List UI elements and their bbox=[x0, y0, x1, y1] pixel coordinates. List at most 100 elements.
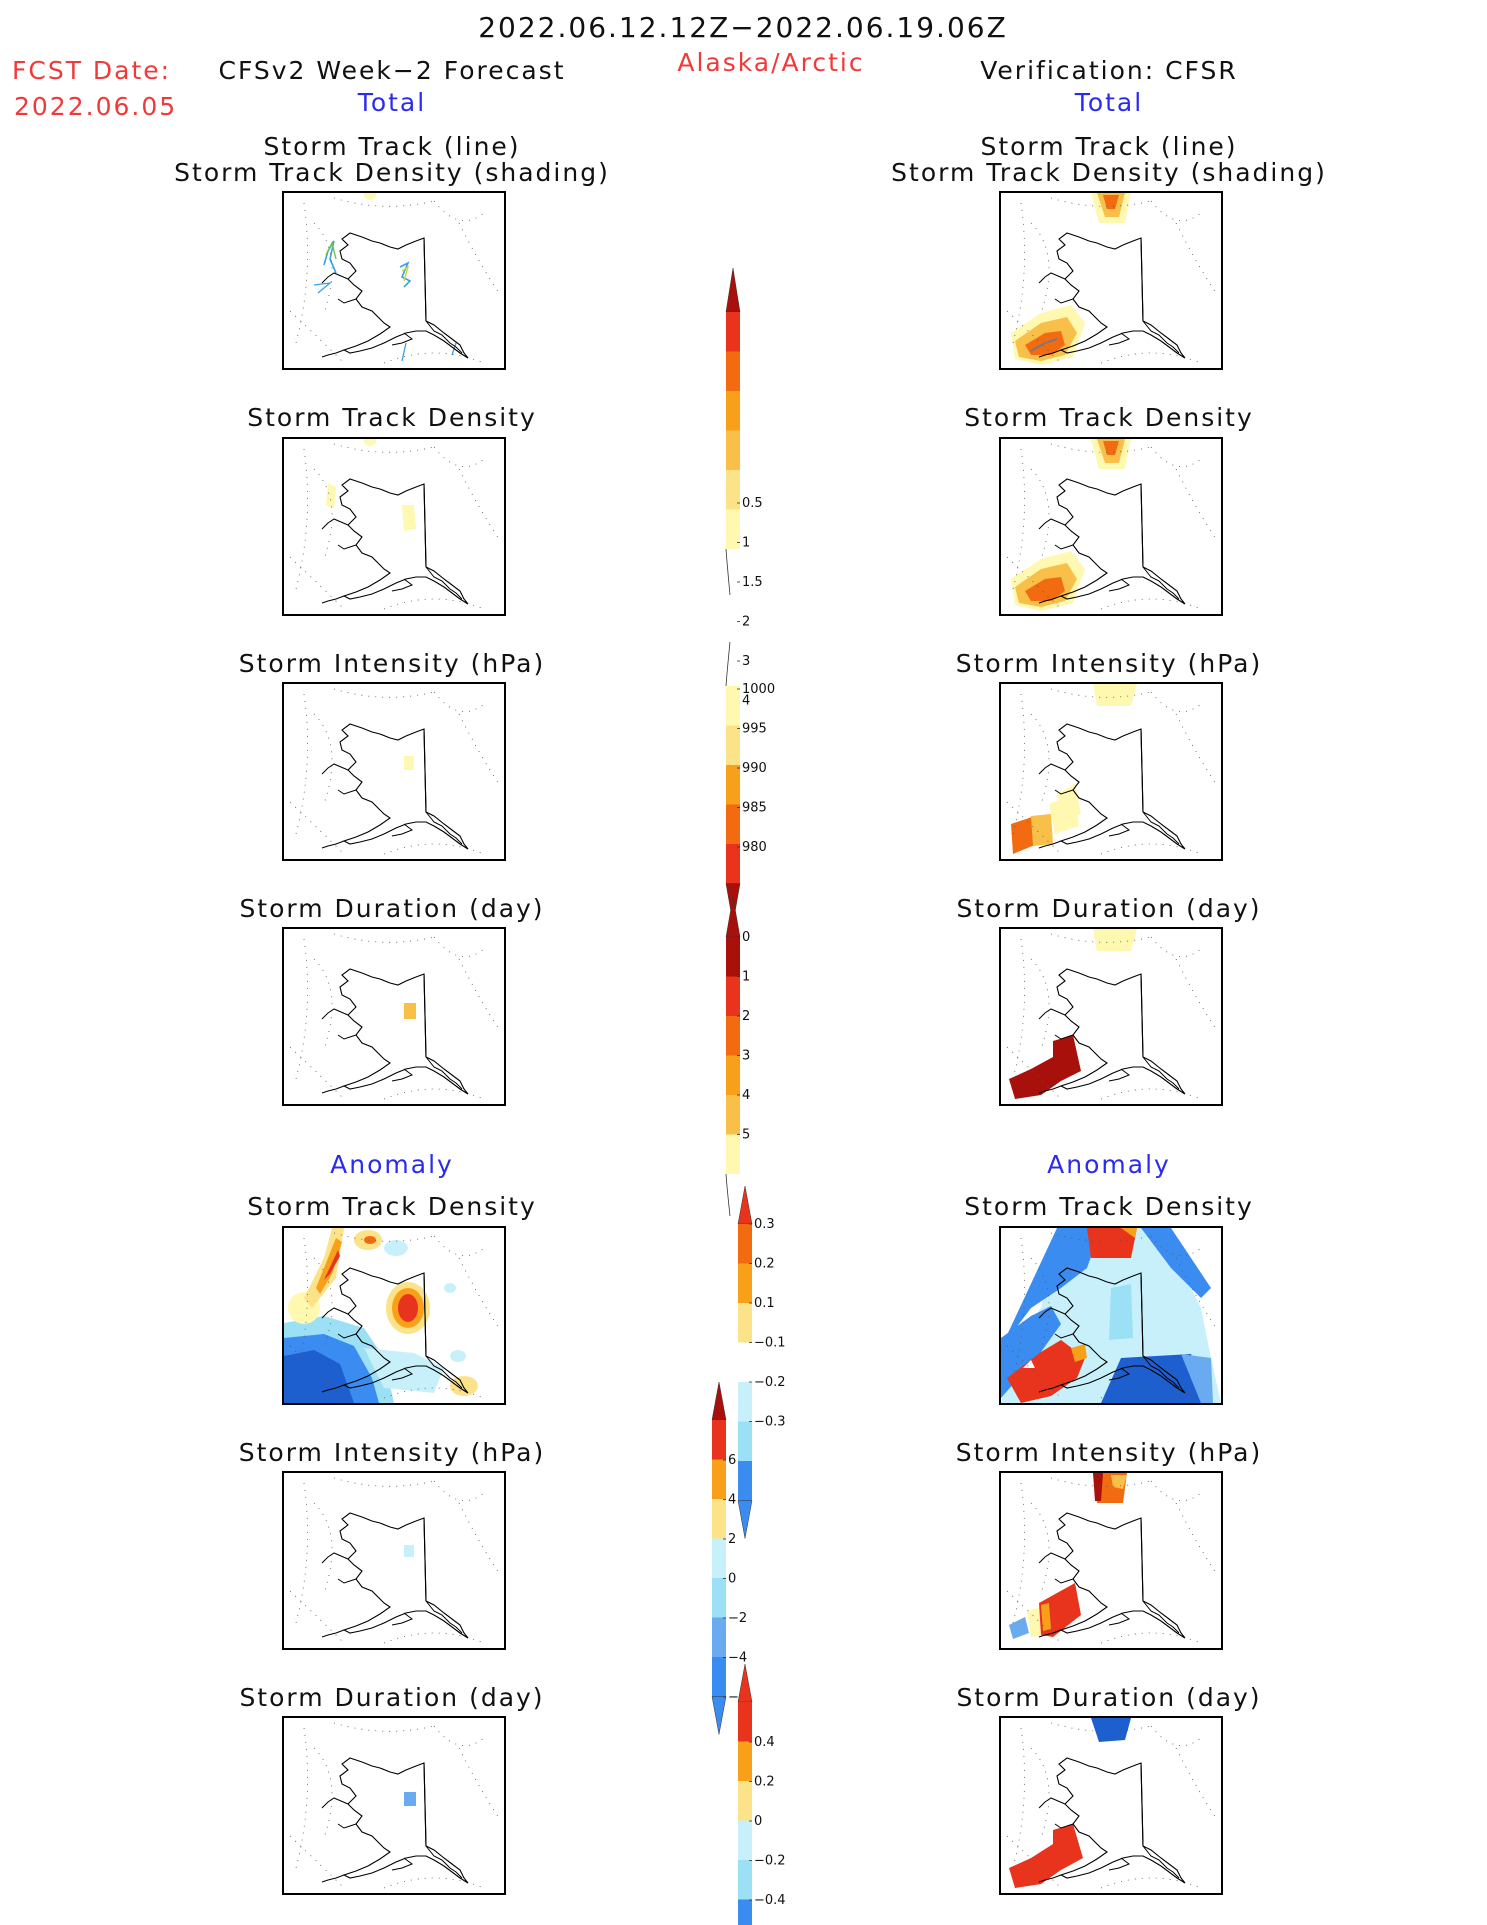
alaska-coastline bbox=[1056, 232, 1186, 359]
map-panel-verification-density-anomaly bbox=[999, 1226, 1223, 1405]
colorbar-tick-label: 0 bbox=[742, 930, 750, 945]
map-panel-forecast-track-density bbox=[282, 437, 506, 616]
region-title: Alaska/Arctic bbox=[677, 48, 865, 77]
colorbar-tick-label: 2 bbox=[742, 1009, 750, 1024]
canada-border bbox=[1140, 1762, 1144, 1847]
alaska-coastline bbox=[339, 968, 469, 1095]
canada-border bbox=[1140, 728, 1144, 813]
alaska-coastline bbox=[1056, 1757, 1186, 1884]
period-title: 2022.06.12.12Z−2022.06.19.06Z bbox=[478, 11, 1008, 44]
panel-title: Storm Duration (day) bbox=[239, 1683, 545, 1712]
fcst-date-value: 2022.06.05 bbox=[14, 92, 178, 121]
colorbar-tick-label: −2 bbox=[728, 1611, 747, 1626]
alaska-coastline bbox=[1056, 478, 1186, 605]
colorbar-tick-label: 4 bbox=[728, 1493, 736, 1508]
canada-border bbox=[423, 483, 427, 568]
colorbar-tick-label: 0.1 bbox=[754, 1296, 775, 1311]
colorbar-tick-label: −0.1 bbox=[754, 1336, 786, 1351]
canada-border bbox=[423, 973, 427, 1058]
map-panel-verification-intensity-anomaly bbox=[999, 1471, 1223, 1650]
alaska-coastline bbox=[1056, 968, 1186, 1095]
colorbar-tick-label: 990 bbox=[742, 761, 767, 776]
colorbar-tick-label: 2 bbox=[728, 1532, 736, 1547]
panel-title: Storm Track Density bbox=[964, 403, 1254, 432]
colorbar-tick-label: 3 bbox=[742, 1049, 750, 1064]
colorbar-tick-label: 3 bbox=[742, 654, 750, 669]
panel-title: Storm Intensity (hPa) bbox=[238, 649, 546, 678]
panel-title: Storm Track Density bbox=[247, 1192, 537, 1221]
canada-border bbox=[1140, 483, 1144, 568]
colorbar-anom_duration: 0.4 0.2 0 −0.2 −0.4 bbox=[737, 1663, 786, 1925]
colorbar-tick-label: −0.2 bbox=[754, 1375, 786, 1390]
colorbar-total_density: 0.5 1 1.5 2 3 4 bbox=[725, 267, 763, 709]
canada-border bbox=[423, 1762, 427, 1847]
colorbar-tick-label: −0.2 bbox=[754, 1854, 786, 1869]
panel-title: Storm Track Density bbox=[247, 403, 537, 432]
colorbar-anom_density: 0.3 0.2 0.1 −0.1 −0.2 −0.3 bbox=[737, 1185, 786, 1539]
colorbar-tick-label: 1000 bbox=[742, 682, 775, 697]
canada-border bbox=[1140, 1272, 1144, 1357]
colorbar-tick-label: 0.2 bbox=[754, 1257, 775, 1272]
forecast-anomaly-label: Anomaly bbox=[330, 1150, 454, 1179]
colorbar-tick-label: 1.5 bbox=[742, 575, 763, 590]
panel-title: Storm Intensity (hPa) bbox=[238, 1438, 546, 1467]
map-panel-forecast-duration-anomaly bbox=[282, 1716, 506, 1895]
colorbar-tick-label: −4 bbox=[728, 1651, 747, 1666]
colorbar-total_intensity: 1000 995 990 985 980 bbox=[725, 641, 775, 924]
panel-title: Storm Intensity (hPa) bbox=[955, 1438, 1263, 1467]
map-panel-forecast-track-line bbox=[282, 191, 506, 370]
map-panel-verification-track-density bbox=[999, 437, 1223, 616]
canada-border bbox=[423, 1517, 427, 1602]
colorbar-tick-label: 1 bbox=[742, 536, 750, 551]
alaska-coastline bbox=[1056, 1512, 1186, 1639]
map-panel-forecast-intensity-anomaly bbox=[282, 1471, 506, 1650]
canada-border bbox=[423, 728, 427, 813]
alaska-coastline bbox=[1056, 1267, 1186, 1394]
map-panel-verification-track-line bbox=[999, 191, 1223, 370]
canada-border bbox=[1140, 973, 1144, 1058]
map-panel-forecast-density-anomaly bbox=[282, 1226, 506, 1405]
map-panel-forecast-duration bbox=[282, 927, 506, 1106]
verification-total-label: Total bbox=[1074, 88, 1144, 117]
colorbar-total_duration: 0 1 2 3 4 5 bbox=[725, 896, 750, 1217]
panel-title: Storm Duration (day) bbox=[239, 894, 545, 923]
map-panel-verification-duration-anomaly bbox=[999, 1716, 1223, 1895]
alaska-coastline bbox=[339, 478, 469, 605]
verification-column-title: Verification: CFSR bbox=[980, 56, 1238, 85]
colorbar-tick-label: 4 bbox=[742, 694, 750, 709]
canada-border bbox=[1140, 237, 1144, 322]
colorbar-tick-label: 0 bbox=[728, 1572, 736, 1587]
panel-title: Storm Duration (day) bbox=[956, 894, 1262, 923]
forecast-column-title: CFSv2 Week−2 Forecast bbox=[218, 56, 566, 85]
map-panel-verification-duration bbox=[999, 927, 1223, 1106]
panel-title: Storm Track Density (shading) bbox=[891, 158, 1327, 187]
alaska-coastline bbox=[339, 1757, 469, 1884]
colorbar-tick-label: 0 bbox=[754, 1814, 762, 1829]
alaska-coastline bbox=[339, 1267, 469, 1394]
colorbar-tick-label: 6 bbox=[728, 1453, 736, 1468]
colorbar-tick-label: 0.3 bbox=[754, 1217, 775, 1232]
colorbar-tick-label: 0.4 bbox=[754, 1735, 775, 1750]
alaska-coastline bbox=[1056, 723, 1186, 850]
panel-title: Storm Track (line) bbox=[980, 132, 1238, 161]
colorbar-tick-label: 0.2 bbox=[754, 1775, 775, 1790]
canada-border bbox=[423, 237, 427, 322]
colorbar-tick-label: 995 bbox=[742, 722, 767, 737]
alaska-coastline bbox=[339, 232, 469, 359]
panel-title: Storm Track Density (shading) bbox=[174, 158, 610, 187]
canada-border bbox=[1140, 1517, 1144, 1602]
panel-title: Storm Duration (day) bbox=[956, 1683, 1262, 1712]
colorbar-tick-label: −0.3 bbox=[754, 1415, 786, 1430]
colorbar-tick-label: 980 bbox=[742, 840, 767, 855]
panel-title: Storm Track (line) bbox=[263, 132, 521, 161]
colorbar-tick-label: 5 bbox=[742, 1128, 750, 1143]
colorbar-tick-label: 985 bbox=[742, 801, 767, 816]
alaska-coastline bbox=[339, 723, 469, 850]
colorbar-tick-label: 2 bbox=[742, 615, 750, 630]
canada-border bbox=[423, 1272, 427, 1357]
colorbar-tick-label: 0.5 bbox=[742, 496, 763, 511]
colorbar-tick-label: −0.4 bbox=[754, 1893, 786, 1908]
forecast-total-label: Total bbox=[357, 88, 427, 117]
